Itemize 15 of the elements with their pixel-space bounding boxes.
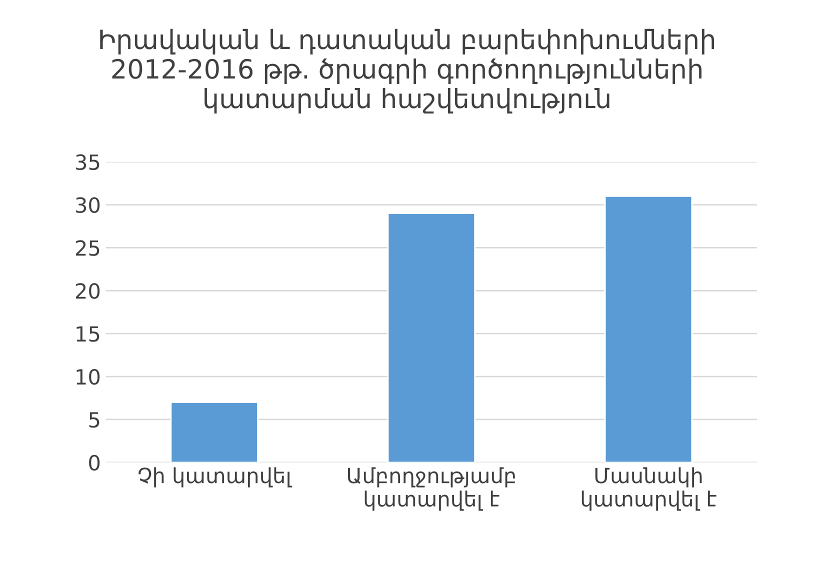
bar: [387, 212, 476, 462]
x-tick-label: Մասնակի կատարվել է: [582, 467, 716, 511]
chart-title: Իրավական և դատական բարեփոխումների 2012-2016 թթ. ծրագրի գործողությունների կատարման հաշվետվություն: [100, 28, 714, 114]
y-tick-label: 15: [76, 326, 100, 342]
y-tick-label: 25: [76, 240, 100, 256]
x-tick-label: Չի կատարվել: [138, 467, 292, 488]
y-tick-label: 10: [76, 368, 100, 385]
y-tick-label: 5: [89, 412, 100, 428]
y-tick-label: 30: [76, 197, 100, 213]
y-tick-label: 35: [76, 154, 100, 170]
bar: [170, 402, 258, 462]
y-tick-label: 20: [76, 283, 100, 299]
bar: [604, 195, 693, 462]
x-tick-label: Ամբողջությամբ կատարվել է: [348, 467, 515, 511]
y-tick-label: 0: [89, 454, 100, 471]
